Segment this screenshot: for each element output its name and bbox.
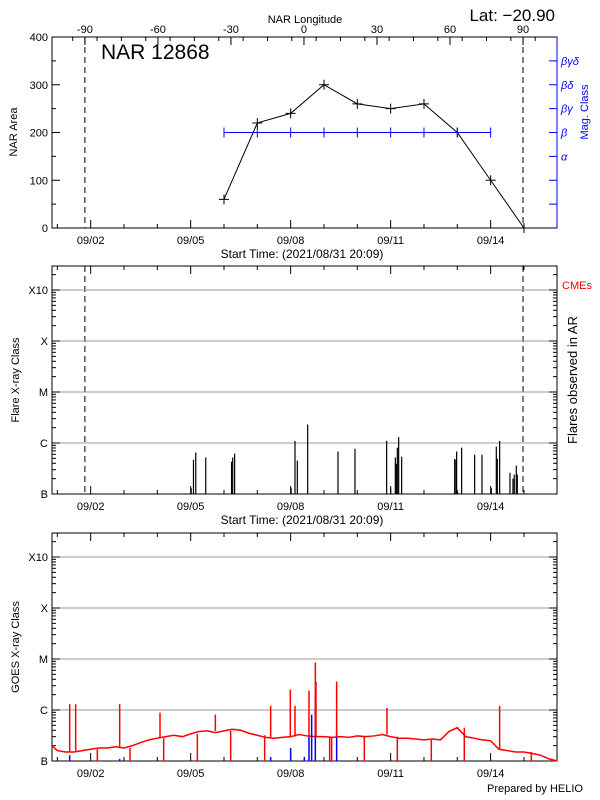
- x-tick-label: 09/05: [177, 768, 205, 780]
- panel-frame: [51, 532, 558, 762]
- y-tick-label: B: [41, 489, 48, 501]
- y-tick-label: X: [41, 603, 49, 615]
- y-tick-label: C: [40, 438, 48, 450]
- x-tick-label: 09/14: [477, 768, 505, 780]
- panel2-xlabel: Start Time: (2021/08/31 20:09): [221, 513, 384, 527]
- goes-class-ylabel: GOES X-ray Class: [10, 601, 22, 693]
- nar-area-point: [352, 98, 363, 109]
- nar-area-point: [318, 79, 329, 90]
- y-tick-label: 100: [30, 175, 48, 187]
- longitude-tick-label: 0: [301, 24, 307, 36]
- longitude-tick-label: 30: [371, 24, 383, 36]
- nar-area-point: [252, 117, 263, 128]
- region-title: NAR 12868: [101, 41, 210, 64]
- x-tick-label: 09/11: [377, 501, 404, 513]
- longitude-tick-label: -30: [223, 24, 239, 36]
- prepared-by-credit: Prepared by HELIO: [487, 783, 583, 795]
- x-tick-label: 09/05: [177, 235, 205, 247]
- x-tick-label: 09/08: [277, 501, 305, 513]
- mag-class-label: βδ: [560, 80, 574, 92]
- mag-class-ylabel: Mag. Class: [579, 84, 591, 140]
- cmes-legend: CMEs: [562, 280, 592, 292]
- x-tick-label: 09/02: [77, 501, 105, 513]
- y-tick-label: X10: [28, 285, 48, 297]
- x-tick-label: 09/14: [477, 501, 505, 513]
- nar-area-point: [285, 108, 296, 119]
- y-tick-label: 200: [30, 128, 48, 140]
- nar-area-point: [485, 175, 496, 186]
- longitude-tick-label: -90: [77, 24, 93, 36]
- nar-area-point: [418, 98, 429, 109]
- y-tick-label: 0: [42, 223, 48, 235]
- flare-class-ylabel: Flare X-ray Class: [10, 337, 22, 422]
- nar-area-ylabel: NAR Area: [8, 107, 20, 157]
- x-tick-label: 09/14: [477, 235, 505, 247]
- y-tick-label: M: [39, 387, 48, 399]
- y-tick-label: 300: [30, 80, 48, 92]
- y-tick-label: M: [39, 654, 48, 666]
- x-tick-label: 09/02: [77, 235, 105, 247]
- lat-label: Lat: −20.90: [469, 6, 555, 25]
- y-tick-label: B: [41, 756, 48, 768]
- y-tick-label: C: [40, 705, 48, 717]
- mag-class-label: α: [561, 151, 568, 163]
- x-tick-label: 09/11: [377, 768, 404, 780]
- y-tick-label: 400: [30, 32, 48, 44]
- y-tick-label: X10: [28, 552, 48, 564]
- panel-frame: [51, 265, 558, 495]
- y-tick-label: X: [41, 336, 49, 348]
- longitude-axis-title: NAR Longitude: [268, 14, 343, 26]
- mag-class-label: βγ: [560, 104, 574, 116]
- longitude-tick-label: 60: [444, 24, 456, 36]
- x-tick-label: 09/08: [277, 768, 305, 780]
- flares-observed-label: Flares observed in AR: [565, 316, 580, 444]
- panel1-xlabel: Start Time: (2021/08/31 20:09): [221, 247, 384, 261]
- x-tick-label: 09/08: [277, 235, 305, 247]
- longitude-tick-label: 90: [517, 24, 529, 36]
- goes-flux-line: [51, 726, 558, 762]
- x-tick-label: 09/11: [377, 235, 404, 247]
- mag-class-label: βγδ: [560, 56, 580, 68]
- x-tick-label: 09/05: [177, 501, 205, 513]
- nar-area-point: [385, 103, 396, 114]
- x-tick-label: 09/02: [77, 768, 105, 780]
- mag-class-label: β: [560, 128, 568, 140]
- nar-area-line: [223, 84, 525, 229]
- longitude-tick-label: -60: [150, 24, 166, 36]
- nar-area-point: [218, 194, 229, 205]
- nar-area-point: [518, 223, 529, 233]
